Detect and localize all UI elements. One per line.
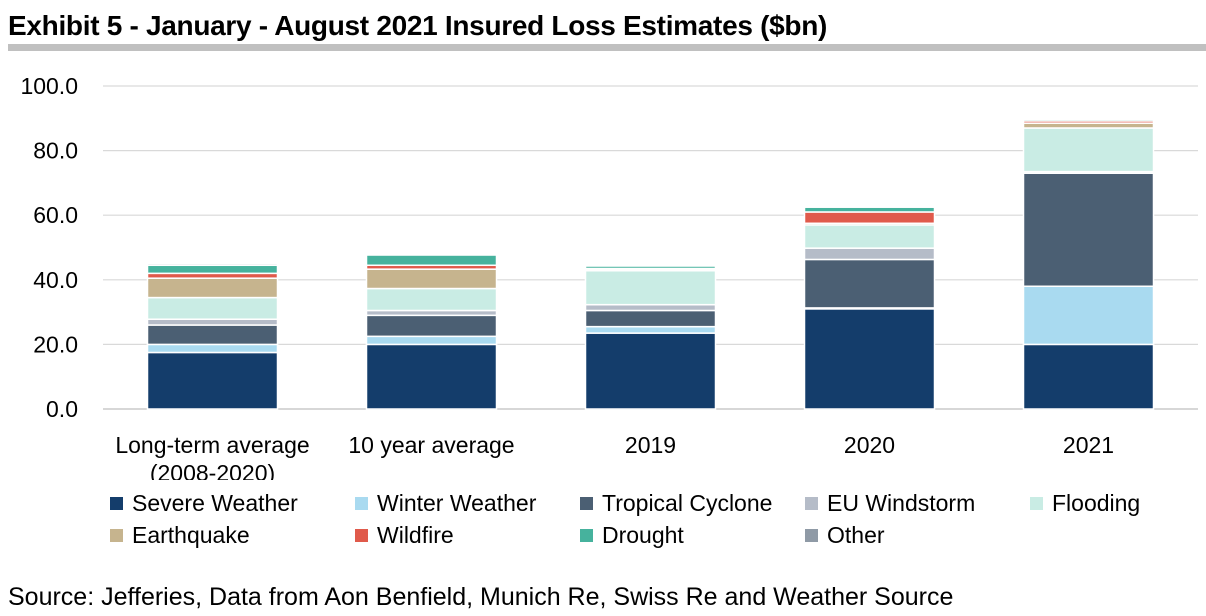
legend-item: Severe Weather bbox=[110, 490, 298, 517]
bar-segment bbox=[1022, 172, 1155, 288]
bar-segment bbox=[365, 253, 498, 256]
bar-segment bbox=[584, 332, 717, 410]
bar-segment bbox=[365, 343, 498, 410]
legend-item: Flooding bbox=[1030, 490, 1140, 517]
y-tick-label: 100.0 bbox=[20, 73, 78, 99]
x-tick-label: 10 year average bbox=[348, 432, 514, 458]
legend-label: Drought bbox=[602, 522, 684, 548]
legend-label: EU Windstorm bbox=[827, 490, 976, 516]
y-tick-label: 60.0 bbox=[33, 202, 78, 228]
legend-swatch bbox=[110, 529, 123, 542]
bar-segment bbox=[365, 254, 498, 267]
bar-segment bbox=[1022, 127, 1155, 173]
bar-segment bbox=[146, 264, 279, 275]
bar-segment bbox=[1022, 117, 1155, 121]
bar-segment bbox=[146, 262, 279, 267]
x-tick-label: Long-term average bbox=[115, 432, 309, 458]
bar-segment bbox=[146, 296, 279, 320]
legend-label: Other bbox=[827, 522, 885, 548]
legend-swatch bbox=[580, 529, 593, 542]
x-tick-label: 2021 bbox=[1063, 432, 1114, 458]
legend-item: Tropical Cyclone bbox=[580, 490, 772, 517]
legend-item: Other bbox=[805, 522, 885, 549]
bar-segment bbox=[365, 287, 498, 312]
legend-item: Wildfire bbox=[355, 522, 454, 549]
legend-item: Winter Weather bbox=[355, 490, 536, 517]
legend-label: Flooding bbox=[1052, 490, 1141, 516]
title-divider bbox=[8, 44, 1206, 51]
legend-swatch bbox=[1030, 497, 1043, 510]
legend-swatch bbox=[805, 529, 818, 542]
bar-segment bbox=[146, 318, 279, 326]
legend-label: Earthquake bbox=[132, 522, 250, 548]
y-tick-label: 40.0 bbox=[33, 267, 78, 293]
bar-segment bbox=[365, 314, 498, 338]
bar-segment bbox=[803, 308, 936, 410]
legend-swatch bbox=[355, 529, 368, 542]
bar-segment bbox=[146, 277, 279, 299]
bar-segment bbox=[1022, 285, 1155, 346]
legend-label: Wildfire bbox=[377, 522, 454, 548]
legend-label: Tropical Cyclone bbox=[602, 490, 773, 516]
bar-segment bbox=[1022, 343, 1155, 410]
legend-swatch bbox=[580, 497, 593, 510]
bar-segment bbox=[803, 224, 936, 249]
legend-swatch bbox=[110, 497, 123, 510]
source-note: Source: Jefferies, Data from Aon Benfiel… bbox=[8, 583, 954, 611]
legend-item: Earthquake bbox=[110, 522, 250, 549]
bar-segment bbox=[146, 343, 279, 354]
legend-label: Winter Weather bbox=[377, 490, 537, 516]
bar-segment bbox=[146, 324, 279, 346]
x-tick-label: 2020 bbox=[844, 432, 895, 458]
bar-segment bbox=[365, 268, 498, 290]
y-tick-label: 0.0 bbox=[46, 396, 78, 422]
legend-item: EU Windstorm bbox=[805, 490, 975, 517]
y-tick-label: 20.0 bbox=[33, 331, 78, 357]
bar-segment bbox=[584, 325, 717, 334]
bar-segment bbox=[584, 264, 717, 267]
y-tick-label: 80.0 bbox=[33, 138, 78, 164]
x-tick-label: 2019 bbox=[625, 432, 676, 458]
legend-swatch bbox=[355, 497, 368, 510]
legend-item: Drought bbox=[580, 522, 684, 549]
bar-segment bbox=[803, 247, 936, 261]
bar-segment bbox=[803, 258, 936, 309]
bar-segment bbox=[803, 211, 936, 225]
bar-segment bbox=[803, 205, 936, 208]
stacked-bar-chart: 0.0 20.0 40.0 60.0 80.0 100.0 Long-term averag… bbox=[20, 73, 1198, 480]
bar-segment bbox=[584, 270, 717, 306]
legend-swatch bbox=[805, 497, 818, 510]
x-tick-label: (2008-2020) bbox=[150, 460, 275, 480]
legend-label: Severe Weather bbox=[132, 490, 298, 516]
exhibit-title: Exhibit 5 - January - August 2021 Insure… bbox=[8, 10, 828, 41]
bar-segment bbox=[146, 351, 279, 410]
bar-segment bbox=[584, 309, 717, 328]
bar-segment bbox=[365, 335, 498, 346]
bar-segment bbox=[584, 303, 717, 312]
